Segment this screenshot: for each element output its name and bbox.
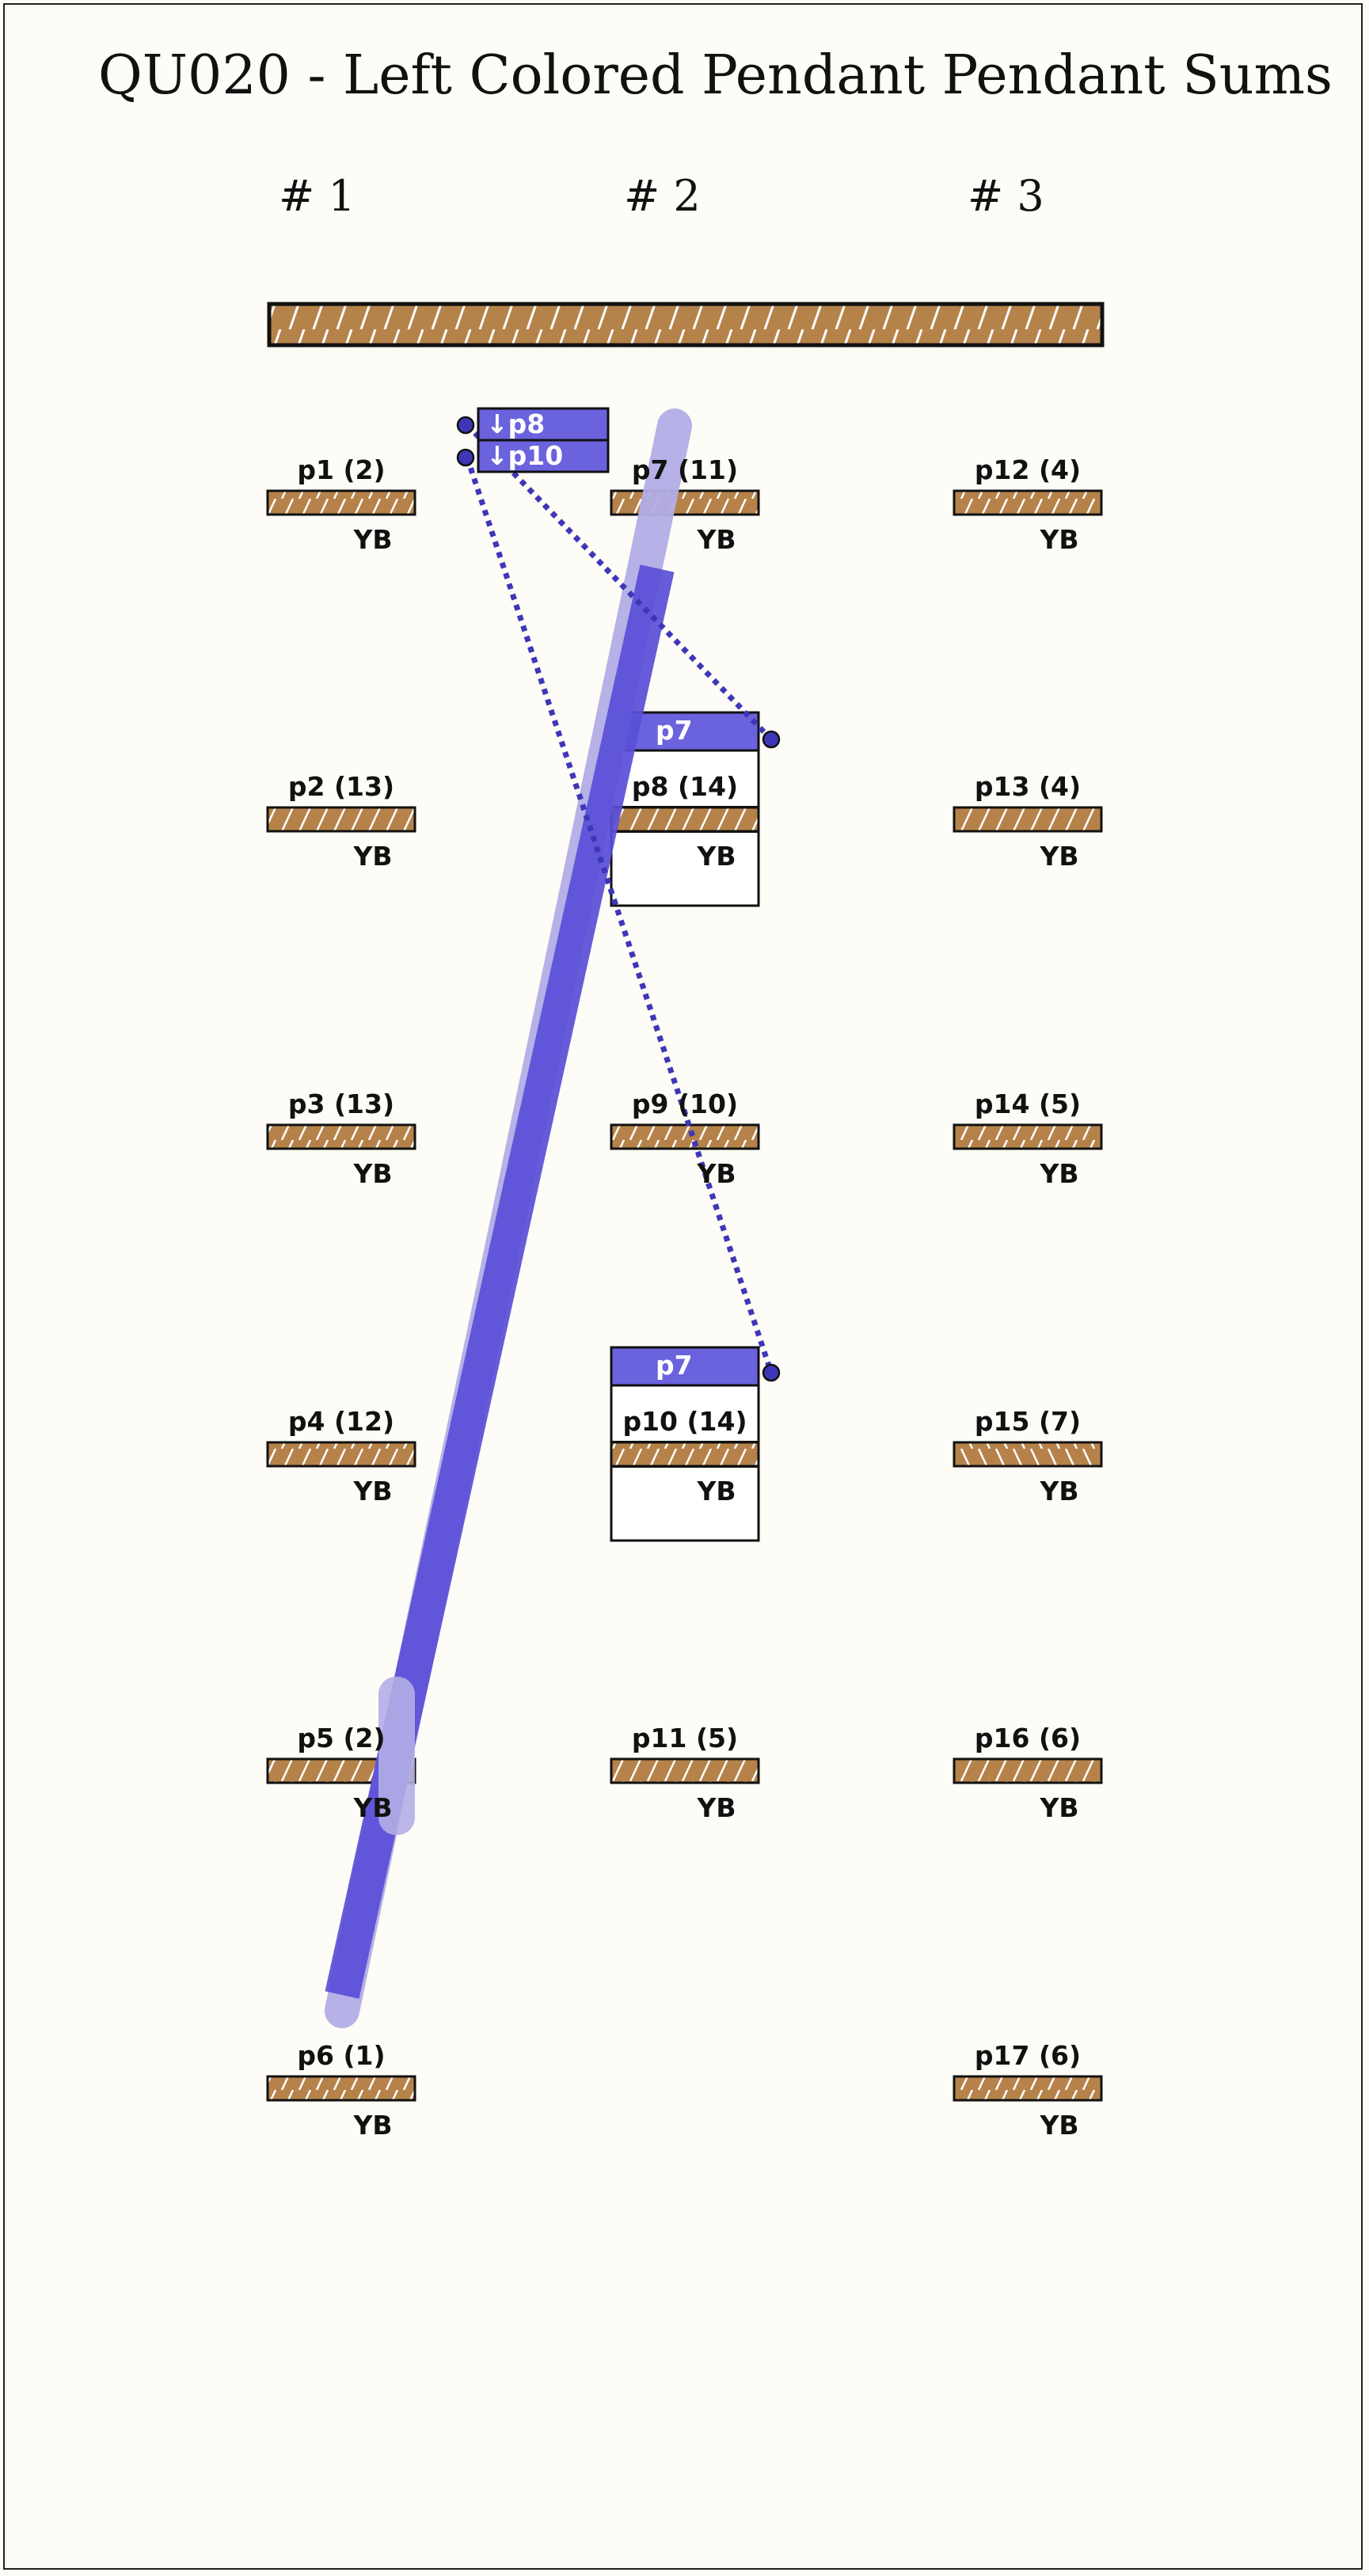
cord-bar-p17 — [953, 2075, 1103, 2102]
link-dot-p10-start — [456, 448, 475, 467]
cord-bar-p11 — [610, 1757, 760, 1784]
cord-label-p1: p1 (2) — [297, 454, 386, 485]
cord-label-p10: p10 (14) — [622, 1406, 747, 1437]
cord-label-p13: p13 (4) — [974, 771, 1082, 802]
cord-color-p5: YB — [353, 1792, 393, 1823]
cord-bar-p16 — [953, 1757, 1103, 1784]
cord-label-p4: p4 (12) — [287, 1406, 395, 1437]
cord-label-p9: p9 (10) — [631, 1089, 739, 1119]
cord-color-p11: YB — [697, 1792, 736, 1823]
sum-tag-box-p10 — [477, 439, 610, 473]
cord-label-p8: p8 (14) — [631, 771, 739, 802]
cord-color-p6: YB — [353, 2110, 393, 2141]
cord-bar-p8 — [610, 806, 760, 833]
cord-color-p8: YB — [697, 841, 736, 872]
cord-color-p4: YB — [353, 1476, 393, 1506]
cord-label-p14: p14 (5) — [974, 1089, 1082, 1119]
cord-color-p7: YB — [697, 524, 736, 555]
sum-link-band-highlight — [378, 1677, 415, 1835]
cord-bar-p4 — [266, 1441, 416, 1468]
cord-label-p5: p5 (2) — [297, 1723, 386, 1753]
sum-tag-label-p10: ↓p10 — [486, 440, 564, 471]
cord-label-p12: p12 (4) — [974, 454, 1082, 485]
cord-color-p14: YB — [1040, 1158, 1079, 1189]
cord-label-p7: p7 (11) — [631, 454, 739, 485]
sum-header-label-p10: p7 — [656, 1350, 693, 1381]
link-dot-p8-start — [456, 416, 475, 435]
cord-bar-p9 — [610, 1123, 760, 1150]
sum-header-p10 — [610, 1346, 760, 1387]
cord-bar-p10 — [610, 1441, 760, 1468]
cord-label-p6: p6 (1) — [297, 2040, 386, 2071]
cord-color-p3: YB — [353, 1158, 393, 1189]
cord-color-p12: YB — [1040, 524, 1079, 555]
group-label-1: # 1 — [279, 171, 356, 221]
link-dot-p10-end — [762, 1363, 781, 1382]
cord-color-p2: YB — [353, 841, 393, 872]
cord-label-p17: p17 (6) — [974, 2040, 1082, 2071]
link-dot-p8-end — [762, 730, 781, 749]
cord-color-p1: YB — [353, 524, 393, 555]
page-title: QU020 - Left Colored Pendant Pendant Sum… — [98, 44, 1333, 107]
cord-bar-p14 — [953, 1123, 1103, 1150]
cord-bar-p2 — [266, 806, 416, 833]
cord-bar-p12 — [953, 489, 1103, 516]
primary-cord — [267, 302, 1105, 348]
cord-label-p2: p2 (13) — [287, 771, 395, 802]
cord-color-p15: YB — [1040, 1476, 1079, 1506]
cord-label-p16: p16 (6) — [974, 1723, 1082, 1753]
cord-bar-p6 — [266, 2075, 416, 2102]
sum-tag-label-p8: ↓p8 — [486, 408, 546, 439]
cord-color-p10: YB — [697, 1476, 736, 1506]
group-label-3: # 3 — [968, 171, 1044, 221]
cord-bar-p3 — [266, 1123, 416, 1150]
cord-bar-p13 — [953, 806, 1103, 833]
cord-color-p9: YB — [697, 1158, 736, 1189]
cord-color-p13: YB — [1040, 841, 1079, 872]
cord-label-p3: p3 (13) — [287, 1089, 395, 1119]
group-label-2: # 2 — [624, 171, 701, 221]
cord-color-p17: YB — [1040, 2110, 1079, 2141]
cord-bar-p15 — [953, 1441, 1103, 1468]
sum-header-label-p8: p7 — [656, 715, 693, 746]
cord-bar-p7 — [610, 489, 760, 516]
cord-bar-p1 — [266, 489, 416, 516]
cord-label-p11: p11 (5) — [631, 1723, 739, 1753]
cord-label-p15: p15 (7) — [974, 1406, 1082, 1437]
cord-color-p16: YB — [1040, 1792, 1079, 1823]
